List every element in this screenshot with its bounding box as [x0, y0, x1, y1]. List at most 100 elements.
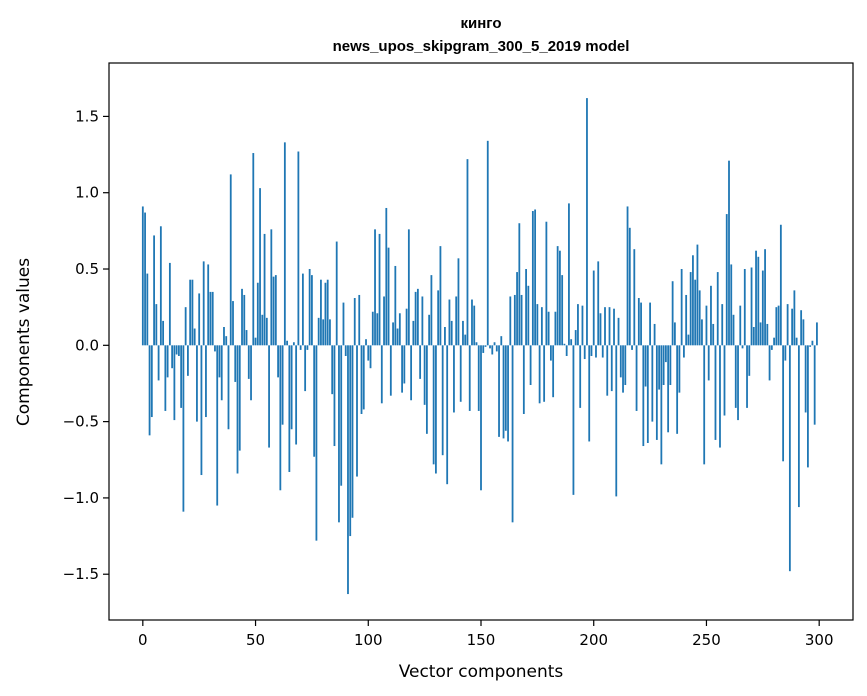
bar: [635, 345, 638, 411]
bar: [232, 301, 234, 346]
bar: [660, 345, 663, 465]
bar: [320, 279, 322, 346]
bar: [615, 345, 618, 497]
bar: [543, 345, 546, 402]
bar: [572, 345, 575, 495]
bar: [502, 345, 505, 439]
bar: [414, 291, 417, 346]
bar: [189, 279, 192, 346]
chart-subtitle: news_upos_skipgram_300_5_2019 model: [333, 38, 630, 55]
bar: [225, 336, 228, 346]
bar: [509, 296, 512, 346]
bar: [457, 258, 460, 346]
bar: [141, 206, 144, 346]
bar: [513, 294, 516, 346]
bar: [283, 142, 286, 346]
bar: [187, 345, 189, 376]
bar: [746, 345, 748, 408]
bar: [723, 345, 726, 416]
bar: [209, 291, 212, 346]
bar: [816, 322, 818, 346]
bar: [511, 345, 514, 523]
bar: [270, 229, 273, 346]
bar: [628, 227, 631, 346]
bar: [398, 313, 401, 346]
bar: [518, 223, 521, 346]
bar: [644, 345, 647, 387]
bar: [583, 345, 586, 360]
y-tick-label: −1.5: [63, 565, 99, 583]
bar: [520, 294, 523, 346]
bar: [385, 207, 388, 346]
bar: [554, 311, 557, 346]
bar: [227, 345, 230, 430]
bar: [531, 211, 534, 346]
bar: [703, 345, 706, 465]
bar: [592, 270, 595, 346]
bar: [193, 328, 196, 346]
bar: [570, 339, 573, 346]
bar: [297, 151, 300, 346]
bar: [784, 345, 787, 361]
x-axis-label: Vector components: [399, 662, 564, 682]
bar: [331, 345, 334, 395]
bar: [459, 345, 462, 402]
bar: [588, 345, 591, 442]
bar: [419, 345, 422, 379]
bar: [360, 345, 363, 414]
bar: [430, 275, 433, 346]
bar: [450, 320, 453, 346]
bar: [245, 330, 248, 346]
bar: [498, 345, 500, 437]
bar: [633, 249, 636, 346]
x-tick-label: 150: [467, 631, 496, 649]
bar: [601, 345, 604, 358]
bar: [743, 269, 746, 346]
bar: [622, 345, 624, 393]
bar: [522, 345, 525, 414]
bar: [182, 345, 185, 512]
bar: [640, 302, 642, 346]
bar: [547, 311, 550, 346]
bar: [306, 345, 309, 350]
bar: [534, 209, 537, 346]
bar: [777, 305, 780, 346]
bar: [313, 345, 316, 457]
y-tick-label: 0.5: [75, 260, 99, 278]
bar: [333, 345, 336, 447]
bar: [410, 345, 413, 401]
bar: [721, 304, 724, 346]
bar: [471, 299, 473, 346]
bar: [773, 337, 775, 346]
bar: [392, 322, 394, 346]
bar: [261, 314, 264, 346]
bar: [344, 345, 347, 356]
bar: [387, 247, 390, 346]
bar: [766, 323, 769, 346]
bar: [694, 279, 697, 346]
bar: [441, 345, 444, 456]
bar: [374, 229, 376, 346]
bar: [265, 317, 268, 346]
bar: [473, 305, 476, 346]
bar: [308, 269, 311, 346]
bar: [800, 310, 803, 346]
x-tick-label: 200: [579, 631, 608, 649]
bar: [617, 317, 620, 346]
bar: [146, 273, 149, 346]
bar: [191, 279, 194, 346]
bar: [322, 319, 325, 346]
bar: [671, 281, 674, 346]
bar: [676, 345, 679, 434]
bar: [786, 304, 789, 346]
bar-series: [141, 98, 818, 595]
bar: [259, 188, 261, 346]
bar: [383, 296, 385, 346]
bar: [608, 307, 611, 346]
bar: [480, 345, 482, 491]
bar: [250, 345, 252, 401]
y-axis-label: Components values: [14, 258, 34, 426]
bar: [757, 256, 760, 346]
bar: [705, 305, 708, 346]
